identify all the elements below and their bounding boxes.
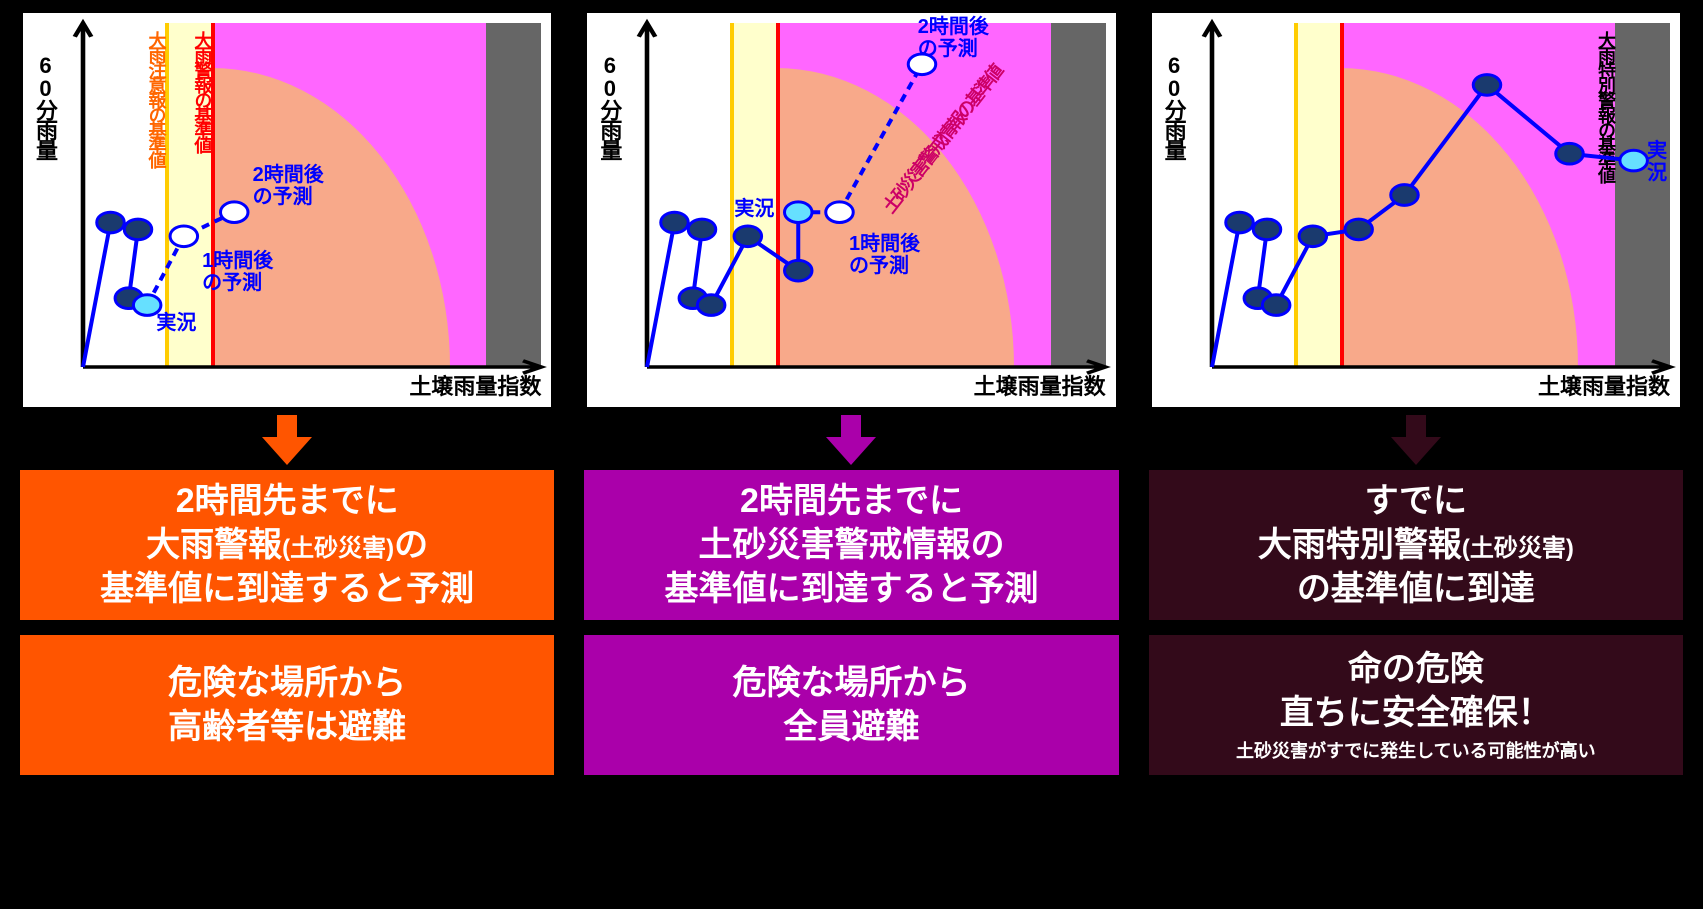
charts-row: 60分雨量土壌雨量指数大雨注意報の基準値大雨警報の基準値実況1時間後の予測2時間… <box>0 0 1703 470</box>
forecast-2h-label: 2時間後の予測 <box>253 164 324 208</box>
past-point <box>698 295 725 316</box>
past-point <box>1473 75 1500 96</box>
past-point <box>734 226 761 247</box>
chart-overlay <box>647 23 1105 367</box>
x-axis-label: 土壌雨量指数 <box>409 369 541 401</box>
past-point <box>124 219 151 240</box>
current-label: 実況 <box>734 198 774 220</box>
forecast-1h-label: 1時間後の予測 <box>849 233 920 277</box>
past-point <box>1225 212 1252 233</box>
chart-overlay <box>1212 23 1670 367</box>
past-point <box>661 212 688 233</box>
criteria-boxes-row: 2時間先までに大雨警報(土砂災害)の基準値に到達すると予測2時間先までに土砂災害… <box>0 470 1703 620</box>
action-box-1: 危険な場所から高齢者等は避難 <box>20 635 554 775</box>
chart-column-3: 60分雨量土壌雨量指数大雨特別警報の基準値実況 <box>1149 10 1683 470</box>
arrow-down-3 <box>1386 415 1446 465</box>
current-label: 実況 <box>156 312 196 334</box>
past-point <box>1262 295 1289 316</box>
criteria-box-1: 2時間先までに大雨警報(土砂災害)の基準値に到達すると予測 <box>20 470 554 620</box>
current-point <box>785 202 812 223</box>
forecast-point <box>220 202 247 223</box>
forecast-1h-label: 1時間後の予測 <box>202 250 273 294</box>
past-point <box>1555 143 1582 164</box>
current-point <box>1620 150 1647 171</box>
past-point <box>1345 219 1372 240</box>
past-point <box>785 260 812 281</box>
past-point <box>1299 226 1326 247</box>
criteria-box-3: すでに大雨特別警報(土砂災害)の基準値に到達 <box>1149 470 1683 620</box>
chart-column-2: 60分雨量土壌雨量指数土砂災害警戒情報の基準値実況1時間後の予測2時間後の予測 <box>584 10 1118 470</box>
past-point <box>97 212 124 233</box>
x-axis-label: 土壌雨量指数 <box>1538 369 1670 401</box>
forecast-point <box>170 226 197 247</box>
past-point <box>1253 219 1280 240</box>
forecast-2h-label: 2時間後の予測 <box>918 16 989 60</box>
y-axis-label: 60分雨量 <box>29 53 61 159</box>
chart-2: 60分雨量土壌雨量指数土砂災害警戒情報の基準値実況1時間後の予測2時間後の予測 <box>584 10 1118 410</box>
plot-area: 大雨特別警報の基準値実況 <box>1212 23 1670 367</box>
chart-column-1: 60分雨量土壌雨量指数大雨注意報の基準値大雨警報の基準値実況1時間後の予測2時間… <box>20 10 554 470</box>
current-label: 実況 <box>1647 140 1670 184</box>
y-axis-label: 60分雨量 <box>1158 53 1190 159</box>
action-box-3: 命の危険直ちに安全確保！土砂災害がすでに発生している可能性が高い <box>1149 635 1683 775</box>
plot-area: 土砂災害警戒情報の基準値実況1時間後の予測2時間後の予測 <box>647 23 1105 367</box>
plot-area: 大雨注意報の基準値大雨警報の基準値実況1時間後の予測2時間後の予測 <box>83 23 541 367</box>
arrow-down-1 <box>257 415 317 465</box>
chart-3: 60分雨量土壌雨量指数大雨特別警報の基準値実況 <box>1149 10 1683 410</box>
x-axis-label: 土壌雨量指数 <box>974 369 1106 401</box>
y-axis-label: 60分雨量 <box>593 53 625 159</box>
chart-1: 60分雨量土壌雨量指数大雨注意報の基準値大雨警報の基準値実況1時間後の予測2時間… <box>20 10 554 410</box>
past-point <box>689 219 716 240</box>
action-box-2: 危険な場所から全員避難 <box>584 635 1118 775</box>
past-point <box>1390 185 1417 206</box>
criteria-box-2: 2時間先までに土砂災害警戒情報の基準値に到達すると予測 <box>584 470 1118 620</box>
action-boxes-row: 危険な場所から高齢者等は避難危険な場所から全員避難命の危険直ちに安全確保！土砂災… <box>0 635 1703 775</box>
arrow-down-2 <box>821 415 881 465</box>
forecast-point <box>826 202 853 223</box>
